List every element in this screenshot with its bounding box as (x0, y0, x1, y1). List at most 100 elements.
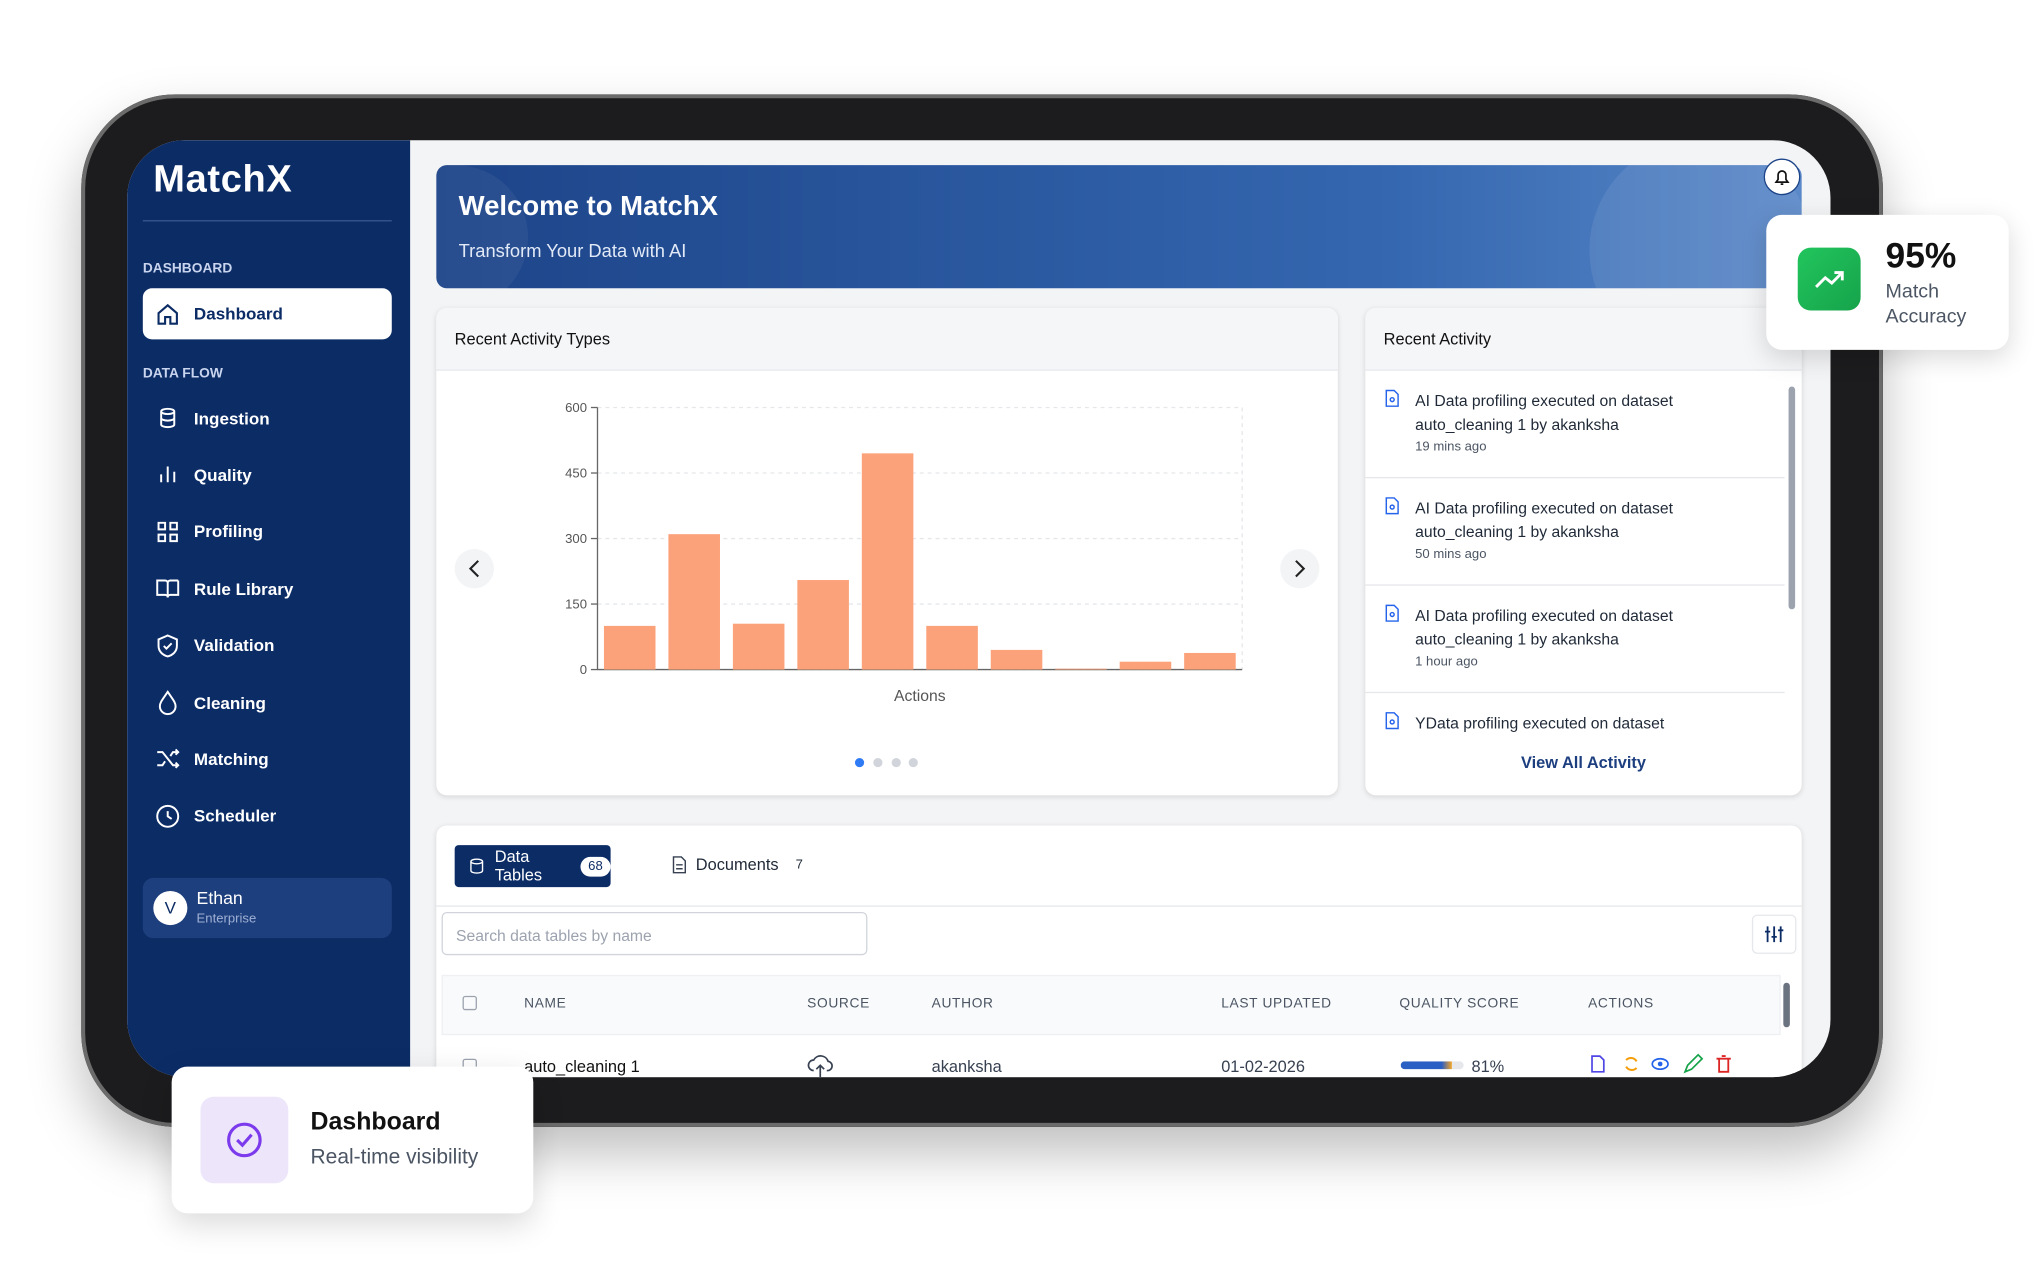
activity-icon (1385, 497, 1399, 515)
chart-card: Recent Activity Types 0 150 300 450 600 Actio… (436, 307, 1338, 796)
icon (672, 856, 687, 874)
action-icons[interactable] (1587, 1052, 1731, 1076)
bar (990, 649, 1043, 670)
column-header: AUTHOR (931, 995, 994, 1012)
badge-icon (200, 1096, 289, 1184)
quality-track (1400, 1061, 1464, 1070)
icon (157, 633, 178, 657)
separator (1365, 584, 1785, 586)
divider (142, 220, 392, 222)
stat-card: 95% Match Accuracy (1766, 214, 2009, 350)
icon-path (160, 407, 176, 429)
icon-path (158, 690, 177, 716)
nav-item[interactable]: Matching (143, 736, 392, 783)
y-tick-label: 600 (565, 400, 587, 415)
activity-time: 19 mins ago (1415, 440, 1487, 455)
tab-count: 68 (580, 856, 611, 876)
icon-path (160, 466, 176, 483)
icon-path (1385, 497, 1399, 515)
column-header: LAST UPDATED (1221, 995, 1332, 1012)
tab[interactable]: Documents 7 (670, 856, 803, 874)
filter-button[interactable] (1751, 914, 1797, 954)
nav-item[interactable]: Profiling (143, 508, 392, 555)
nav-item[interactable]: Rule Library (143, 565, 392, 612)
cell-date: 01-02-2026 (1221, 1057, 1305, 1076)
nav-item[interactable]: Quality (143, 451, 392, 498)
bar (861, 453, 914, 670)
activity-time: 1 hour ago (1415, 655, 1478, 670)
nav-item[interactable]: Scheduler (143, 792, 392, 839)
icon (1815, 271, 1844, 288)
nav-item[interactable]: Ingestion (143, 394, 392, 441)
icon-path (156, 804, 180, 828)
icon (160, 466, 176, 483)
search-input[interactable]: Search data tables by name (441, 911, 868, 956)
cell-name[interactable]: auto_cleaning 1 (524, 1057, 640, 1076)
arrow (1295, 560, 1306, 578)
bar (732, 623, 785, 670)
activity-text: AI Data profiling executed on dataset au… (1415, 499, 1673, 542)
icon (157, 749, 180, 770)
nav-label: Matching (193, 749, 269, 770)
y-tick-label: 450 (565, 466, 587, 481)
page-dot[interactable] (854, 758, 865, 768)
user-plan: Enterprise (196, 911, 257, 927)
decor (436, 165, 529, 289)
icon (157, 521, 178, 542)
table-header (441, 974, 1781, 1036)
page-dot[interactable] (891, 758, 901, 768)
sidebar: MatchX DASHBOARD Dashboard DATA FLOW V E… (127, 140, 411, 1078)
nav-item-active[interactable]: Dashboard (142, 288, 392, 340)
view-all-link[interactable]: View All Activity (1520, 753, 1647, 772)
nav-label: Rule Library (193, 578, 294, 599)
scrollbar[interactable] (1788, 386, 1796, 610)
y-tick-label: 150 (565, 597, 587, 612)
column-header: QUALITY SCORE (1399, 995, 1520, 1012)
tab-count: 7 (795, 857, 803, 873)
activity-icon (1385, 712, 1399, 730)
nav-label: Profiling (193, 521, 264, 542)
bar (603, 625, 656, 670)
checkbox[interactable] (462, 995, 477, 1011)
page-dot[interactable] (908, 758, 918, 768)
card-header: Recent Activity (1365, 307, 1802, 371)
user-card[interactable]: V Ethan Enterprise (142, 877, 392, 939)
page-dot[interactable] (873, 758, 883, 768)
divider (436, 905, 1802, 907)
activity-icon (1385, 604, 1399, 622)
scrollbar[interactable] (1783, 982, 1790, 1028)
icon (156, 579, 180, 598)
icon-path (156, 579, 180, 598)
quality-bar (1400, 1061, 1452, 1070)
icon (160, 407, 176, 429)
logo: MatchX (153, 158, 293, 201)
prev-button[interactable] (454, 549, 494, 589)
bell-button[interactable] (1763, 158, 1801, 196)
bar (668, 534, 720, 670)
nav-label: Validation (193, 635, 275, 656)
icon-path (157, 749, 180, 770)
card-header: Recent Activity Types (436, 307, 1338, 371)
badge-title: Dashboard (310, 1108, 441, 1137)
column-header: SOURCE (807, 995, 870, 1012)
activity-icon (1385, 389, 1399, 407)
nav-item[interactable]: Cleaning (143, 679, 392, 726)
nav-item[interactable]: Validation (143, 622, 392, 669)
user-name: Ethan (196, 888, 243, 909)
section-title: DATA FLOW (142, 365, 223, 382)
bar (1055, 668, 1107, 670)
tab-label: Data Tables (494, 847, 543, 885)
arrow (468, 560, 480, 578)
cell-author: akanksha (931, 1057, 1002, 1076)
bar (1184, 652, 1236, 670)
next-button[interactable] (1280, 549, 1320, 589)
tab-active[interactable]: Data Tables 68 (454, 845, 611, 888)
y-tick-label: 300 (565, 531, 587, 546)
bar (1119, 661, 1172, 670)
icon-path (157, 633, 178, 657)
nav-label: Ingestion (193, 408, 270, 428)
stat-value: 95% (1885, 235, 1957, 276)
chart-title: Recent Activity Types (454, 329, 611, 348)
stat-label: Match Accuracy (1885, 280, 1967, 328)
